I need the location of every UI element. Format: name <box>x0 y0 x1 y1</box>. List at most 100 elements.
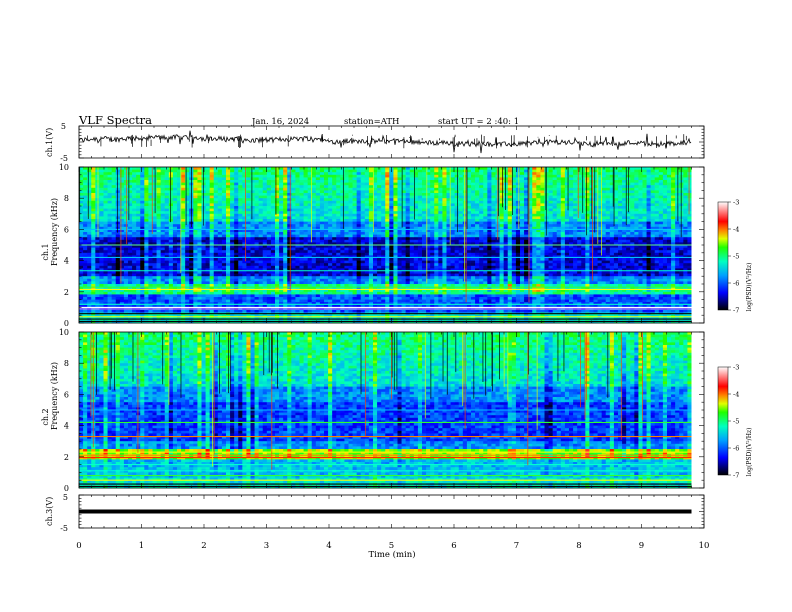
spectrogram-cell <box>271 250 275 253</box>
spectrogram-cell <box>108 201 112 204</box>
spectrogram-cell <box>144 235 148 238</box>
spectrogram-cell <box>295 300 299 303</box>
spectrogram-cell <box>132 297 136 300</box>
spectrogram-cell <box>295 250 299 253</box>
spectrogram-cell <box>398 206 402 209</box>
spectrogram-cell <box>165 274 169 277</box>
spectrogram-cell <box>308 266 312 269</box>
spectrogram-cell <box>124 206 128 209</box>
spectrogram-cell <box>402 237 406 240</box>
spectrogram-cell <box>226 198 230 201</box>
spectrogram-cell <box>357 261 361 264</box>
spectrogram-cell <box>332 198 336 201</box>
spectrogram-cell <box>136 274 140 277</box>
spectrogram-cell <box>104 211 108 214</box>
spectrogram-cell <box>267 292 271 295</box>
spectrogram-cell <box>144 222 148 225</box>
spectrogram-cell <box>222 237 226 240</box>
spectrogram-cell <box>197 209 201 212</box>
spectrogram-cell <box>377 261 381 264</box>
spectrogram-cell <box>165 250 169 253</box>
spectrogram-cell <box>120 216 124 219</box>
spectrogram-cell <box>91 310 95 313</box>
spectrogram-cell <box>108 261 112 264</box>
spectrogram-cell <box>275 266 279 269</box>
spectrogram-cell <box>389 263 393 266</box>
spectrogram-cell <box>165 279 169 282</box>
spectrogram-cell <box>112 185 116 188</box>
spectrogram-cell <box>185 237 189 240</box>
spectrogram-cell <box>169 263 173 266</box>
spectrogram-cell <box>393 183 397 186</box>
spectrogram-cell <box>369 185 373 188</box>
spectrogram-cell <box>304 297 308 300</box>
spectrogram-cell <box>83 188 87 191</box>
spectrogram-cell <box>144 292 148 295</box>
spectrogram-cell <box>320 300 324 303</box>
spectrogram-cell <box>181 292 185 295</box>
spectrogram-cell <box>377 219 381 222</box>
spectrogram-cell <box>173 261 177 264</box>
spectrogram-cell <box>246 232 250 235</box>
spectrogram-cell <box>300 170 304 173</box>
spectrogram-cell <box>291 297 295 300</box>
spectrogram-cell <box>169 274 173 277</box>
spectrogram-cell <box>344 300 348 303</box>
spectrogram-cell <box>124 193 128 196</box>
spectrogram-cell <box>177 297 181 300</box>
spectrogram-cell <box>271 177 275 180</box>
spectrogram-cell <box>99 253 103 256</box>
spectrogram-cell <box>144 214 148 217</box>
spectrogram-cell <box>218 185 222 188</box>
spectrogram-cell <box>361 224 365 227</box>
spectrogram-cell <box>132 222 136 225</box>
spectrogram-cell <box>169 170 173 173</box>
spectrogram-cell <box>161 263 165 266</box>
spectrogram-cell <box>189 253 193 256</box>
spectrogram-cell <box>95 253 99 256</box>
spectrogram-cell <box>173 193 177 196</box>
spectrogram-cell <box>328 206 332 209</box>
spectrogram-cell <box>251 206 255 209</box>
spectrogram-cell <box>369 180 373 183</box>
spectrogram-cell <box>320 250 324 253</box>
spectrogram-cell <box>295 232 299 235</box>
spectrogram-cell <box>124 180 128 183</box>
spectrogram-cell <box>157 190 161 193</box>
spectrogram-cell <box>381 180 385 183</box>
spectrogram-cell <box>238 183 242 186</box>
spectrogram-cell <box>83 240 87 243</box>
spectrogram-cell <box>161 172 165 175</box>
spectrogram-cell <box>214 222 218 225</box>
spectrogram-cell <box>349 222 353 225</box>
spectrogram-cell <box>295 237 299 240</box>
spectrogram-cell <box>197 263 201 266</box>
spectrogram-cell <box>324 276 328 279</box>
spectrogram-cell <box>173 170 177 173</box>
spectrogram-cell <box>132 188 136 191</box>
spectrogram-cell <box>365 297 369 300</box>
spectrogram-cell <box>393 274 397 277</box>
spectrogram-cell <box>349 209 353 212</box>
spectrogram-cell <box>181 203 185 206</box>
spectrogram-cell <box>340 198 344 201</box>
spectrogram-cell <box>222 310 226 313</box>
spectrogram-cell <box>148 263 152 266</box>
spectrogram-cell <box>255 198 259 201</box>
spectrogram-cell <box>398 261 402 264</box>
spectrogram-cell <box>304 300 308 303</box>
spectrogram-cell <box>393 253 397 256</box>
spectrogram-cell <box>87 279 91 282</box>
spectrogram-cell <box>263 261 267 264</box>
spectrogram-cell <box>189 240 193 243</box>
spectrogram-cell <box>393 263 397 266</box>
spectrogram-cell <box>91 258 95 261</box>
spectrogram-cell <box>377 276 381 279</box>
spectrogram-cell <box>120 294 124 297</box>
spectrogram-cell <box>226 248 230 251</box>
spectrogram-cell <box>291 206 295 209</box>
spectrogram-cell <box>255 193 259 196</box>
spectrogram-cell <box>173 188 177 191</box>
spectrogram-cell <box>95 175 99 178</box>
spectrogram-cell <box>361 203 365 206</box>
